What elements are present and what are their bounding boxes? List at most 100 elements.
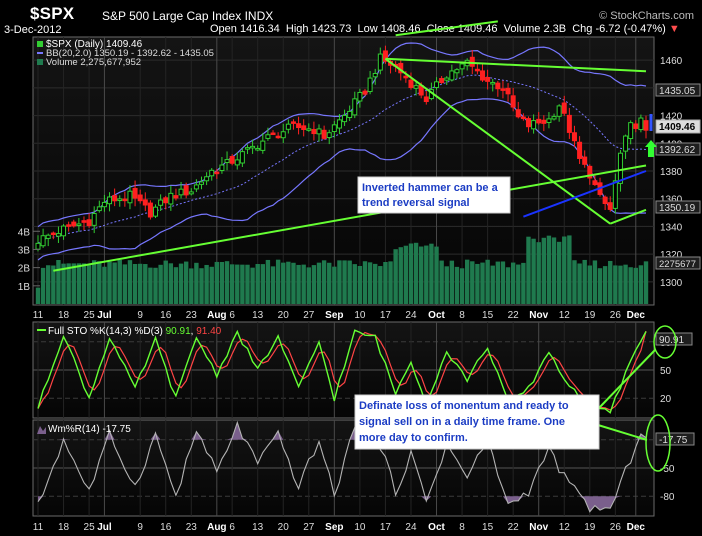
- sto-k-line: [37, 329, 647, 414]
- volume-bar: [623, 264, 628, 304]
- candle-body: [607, 202, 613, 210]
- volume-bar: [510, 262, 516, 304]
- volume-bar: [521, 262, 526, 304]
- candle-body: [623, 135, 629, 152]
- candle-body: [290, 121, 296, 124]
- volume-bar: [148, 267, 153, 304]
- wr-overbought-fill: [58, 422, 647, 440]
- wr-legend-text: Wm%R(14) -17.75: [48, 424, 131, 435]
- x-tick-label: 11: [33, 310, 44, 321]
- chg-down-arrow-icon: ▼: [668, 23, 680, 35]
- volume-bar: [163, 260, 168, 304]
- x-tick-label-bottom: 16: [160, 522, 172, 533]
- x-tick-label: 6: [229, 310, 235, 321]
- price-tick-label: 1380: [660, 167, 683, 178]
- volume-bar: [260, 264, 266, 304]
- volume-bar: [158, 264, 163, 304]
- candle-body: [362, 90, 368, 95]
- hammer-annotation-line-2: trend reversal signal: [362, 197, 470, 209]
- candle-body: [142, 199, 148, 206]
- candle-body: [239, 151, 245, 164]
- volume-bar: [572, 260, 577, 304]
- sto-badge-text: 90.91: [659, 335, 684, 346]
- volume-bar: [587, 265, 592, 304]
- candle-body: [50, 232, 56, 236]
- x-tick-label-bottom: 20: [278, 522, 290, 533]
- wr-badge: [655, 432, 695, 446]
- bb-middle-line: [37, 74, 647, 244]
- x-tick-label: 13: [252, 310, 264, 321]
- axes: 1300132013401360138014001420144014605020…: [18, 56, 683, 533]
- candle-body: [643, 120, 649, 131]
- candle-body: [40, 235, 46, 247]
- volume-bar: [546, 235, 552, 304]
- candle-body: [178, 188, 184, 196]
- williams-r-line: [37, 420, 647, 513]
- price-tick-label: 1360: [660, 195, 683, 206]
- candle-body: [285, 123, 291, 130]
- ticker-symbol: $SPX: [30, 4, 75, 23]
- volume-bar: [183, 261, 189, 304]
- x-tick-label: Nov: [529, 310, 548, 321]
- volume-bar: [398, 247, 403, 304]
- candle-body: [602, 196, 608, 205]
- volume-bar: [403, 245, 409, 304]
- volume-bar: [526, 236, 531, 304]
- volume-bar: [638, 265, 644, 304]
- momentum-annotation: Definate loss of monentum and ready to s…: [354, 394, 600, 450]
- x-tick-label: 25: [84, 310, 96, 321]
- candle-body: [577, 141, 583, 159]
- bb-lower-line: [37, 98, 647, 261]
- candle-body: [582, 156, 588, 165]
- candle-body: [439, 78, 445, 83]
- x-tick-label-bottom: 8: [459, 522, 465, 533]
- volume-bar: [76, 263, 82, 304]
- volume-bar: [127, 260, 133, 304]
- candle-body: [551, 116, 557, 120]
- volume-bar: [480, 262, 485, 304]
- candlesticks: [35, 45, 649, 252]
- volume-bar: [516, 264, 521, 304]
- x-tick-label-bottom: Sep: [325, 522, 343, 533]
- candle-body: [153, 206, 159, 217]
- x-tick-label-bottom: 9: [137, 522, 143, 533]
- wr-badge-text: -17.75: [659, 435, 688, 446]
- sto-legend: Full STO %K(14,3) %D(3) 90.91, 91.40: [37, 326, 222, 337]
- volume-bar: [229, 264, 235, 304]
- candle-body: [260, 140, 266, 151]
- volume-bar: [122, 264, 128, 304]
- volume-bar: [51, 265, 56, 304]
- volume-bar: [270, 266, 276, 304]
- wr-tick-label: -80: [660, 492, 675, 503]
- volume-bar: [434, 246, 439, 304]
- candle-body: [137, 194, 143, 202]
- candle-body: [505, 87, 511, 95]
- candle-body: [219, 164, 225, 172]
- candle-body: [96, 206, 102, 212]
- volume-bar: [240, 264, 245, 304]
- candle-body: [531, 120, 537, 130]
- x-tick-label-bottom: 6: [229, 522, 235, 533]
- x-tick-label: 16: [160, 310, 172, 321]
- candle-body: [265, 134, 271, 139]
- volume-bar: [178, 263, 184, 304]
- candle-body: [311, 129, 317, 135]
- volume-bar: [219, 261, 225, 304]
- candle-body: [561, 102, 567, 114]
- candle-body: [587, 165, 593, 179]
- volume-bar: [378, 266, 383, 304]
- momentum-annotation-line-1: Definate loss of monentum and ready to: [359, 400, 569, 412]
- candle-body: [367, 77, 373, 93]
- hammer-annotation-line-1: Inverted hammer can be a: [362, 182, 499, 194]
- volume-bar: [117, 259, 122, 304]
- wr-highlight-ellipse: [645, 414, 671, 472]
- candle-body: [316, 128, 322, 135]
- bb-upper-badge-text: 1435.05: [659, 86, 696, 97]
- candle-body: [612, 180, 618, 209]
- volume-bar: [347, 260, 352, 304]
- x-tick-label-bottom: Nov: [529, 522, 548, 533]
- volume-bar: [214, 261, 220, 304]
- candle-body: [510, 95, 516, 108]
- volume-bar: [464, 259, 470, 304]
- volume-bar: [92, 260, 97, 304]
